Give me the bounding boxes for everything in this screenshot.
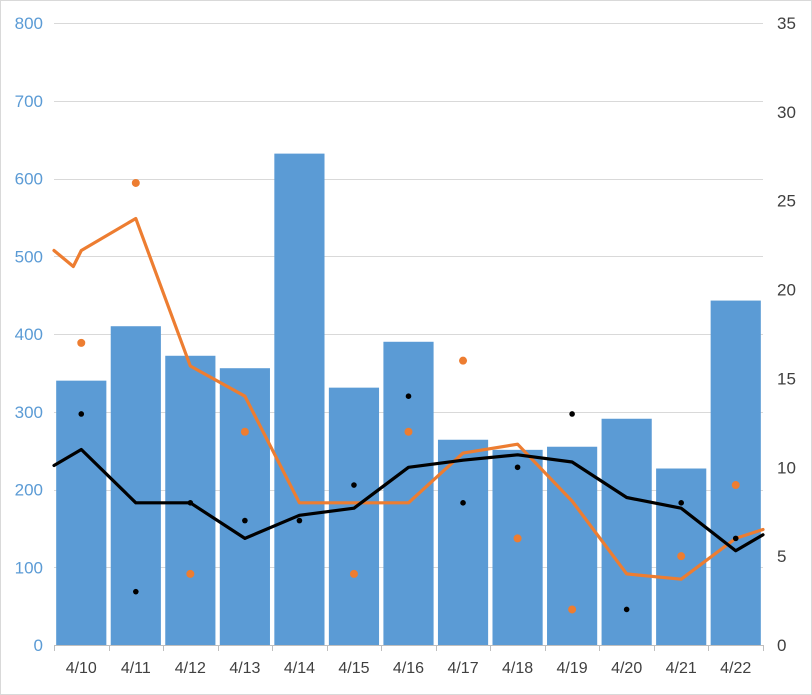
x-axis-tick-label: 4/16 (393, 660, 424, 677)
scatter-point (623, 606, 630, 613)
bar (219, 368, 270, 645)
x-axis-tick-label: 4/21 (666, 660, 697, 677)
scatter-point (296, 517, 303, 524)
left-axis-tick-label: 700 (15, 92, 43, 111)
right-axis-tick-label: 25 (777, 192, 796, 211)
x-axis-tick-label: 4/15 (338, 660, 369, 677)
scatter-point (78, 411, 85, 417)
scatter-point (77, 338, 86, 347)
bar (328, 387, 380, 645)
left-axis-tick-label: 200 (15, 481, 43, 500)
x-axis-tick-label: 4/11 (121, 660, 151, 677)
bar (383, 341, 434, 645)
left-axis-tick-label: 0 (34, 636, 43, 655)
x-axis-tick-label: 4/13 (229, 660, 260, 677)
scatter-point (404, 427, 413, 436)
x-axis-tick-label: 4/19 (557, 660, 588, 677)
x-axis-tick-label: 4/12 (175, 660, 206, 677)
scatter-point (133, 588, 139, 595)
scatter-point (514, 464, 521, 471)
left-axis-tick-label: 800 (15, 14, 43, 33)
axes: 0 100 200 300 400 500 600 700 800 0 5 10 15 20 25 30 35 4… (15, 14, 796, 677)
scatter-point (131, 178, 140, 187)
scatter-point (731, 481, 740, 490)
bar (56, 380, 107, 645)
scatter-point (187, 500, 194, 506)
scatter-point (569, 411, 575, 417)
right-axis-tick-label: 30 (777, 103, 796, 122)
x-axis-tick-label: 4/20 (611, 660, 642, 677)
bar (547, 446, 598, 645)
bar (274, 153, 325, 645)
right-axis-tick-label: 10 (777, 458, 796, 477)
right-axis-tick-label: 15 (777, 369, 796, 388)
scatter-point (513, 534, 522, 543)
scatter-point (732, 535, 739, 542)
scatter-point (351, 482, 357, 488)
bar-series (56, 153, 761, 645)
scatter-point (242, 517, 248, 524)
scatter-point (459, 356, 468, 365)
right-axis-tick-label: 35 (777, 14, 796, 33)
right-axis-tick-label: 0 (777, 636, 786, 655)
x-axis-tick-label: 4/22 (720, 660, 751, 677)
bar (710, 300, 761, 645)
bar (437, 439, 489, 645)
scatter-series (77, 178, 740, 614)
left-axis-tick-label: 500 (15, 247, 43, 266)
bar (492, 449, 543, 645)
left-axis-tick-label: 600 (15, 170, 43, 189)
series-line (52, 216, 765, 581)
scatter-point (349, 569, 358, 578)
left-axis-tick-label: 300 (15, 403, 43, 422)
scatter-point (240, 427, 249, 436)
x-axis-tick-label: 4/14 (284, 660, 315, 677)
x-axis-tick-label: 4/17 (447, 660, 478, 677)
scatter-point (460, 500, 466, 506)
scatter-point (677, 552, 686, 561)
scatter-point (678, 500, 684, 506)
scatter-point (186, 569, 195, 578)
line-series (52, 216, 765, 581)
right-axis-tick-label: 5 (777, 547, 786, 566)
scatter-point (405, 393, 412, 400)
right-axis-tick-label: 20 (777, 281, 796, 300)
scatter-point (568, 605, 577, 614)
series-line (52, 447, 765, 553)
left-axis-tick-label: 100 (15, 558, 43, 577)
left-axis-tick-label: 400 (15, 325, 43, 344)
x-axis-tick-label: 4/10 (66, 660, 97, 677)
x-axis-tick-label: 4/18 (502, 660, 533, 677)
